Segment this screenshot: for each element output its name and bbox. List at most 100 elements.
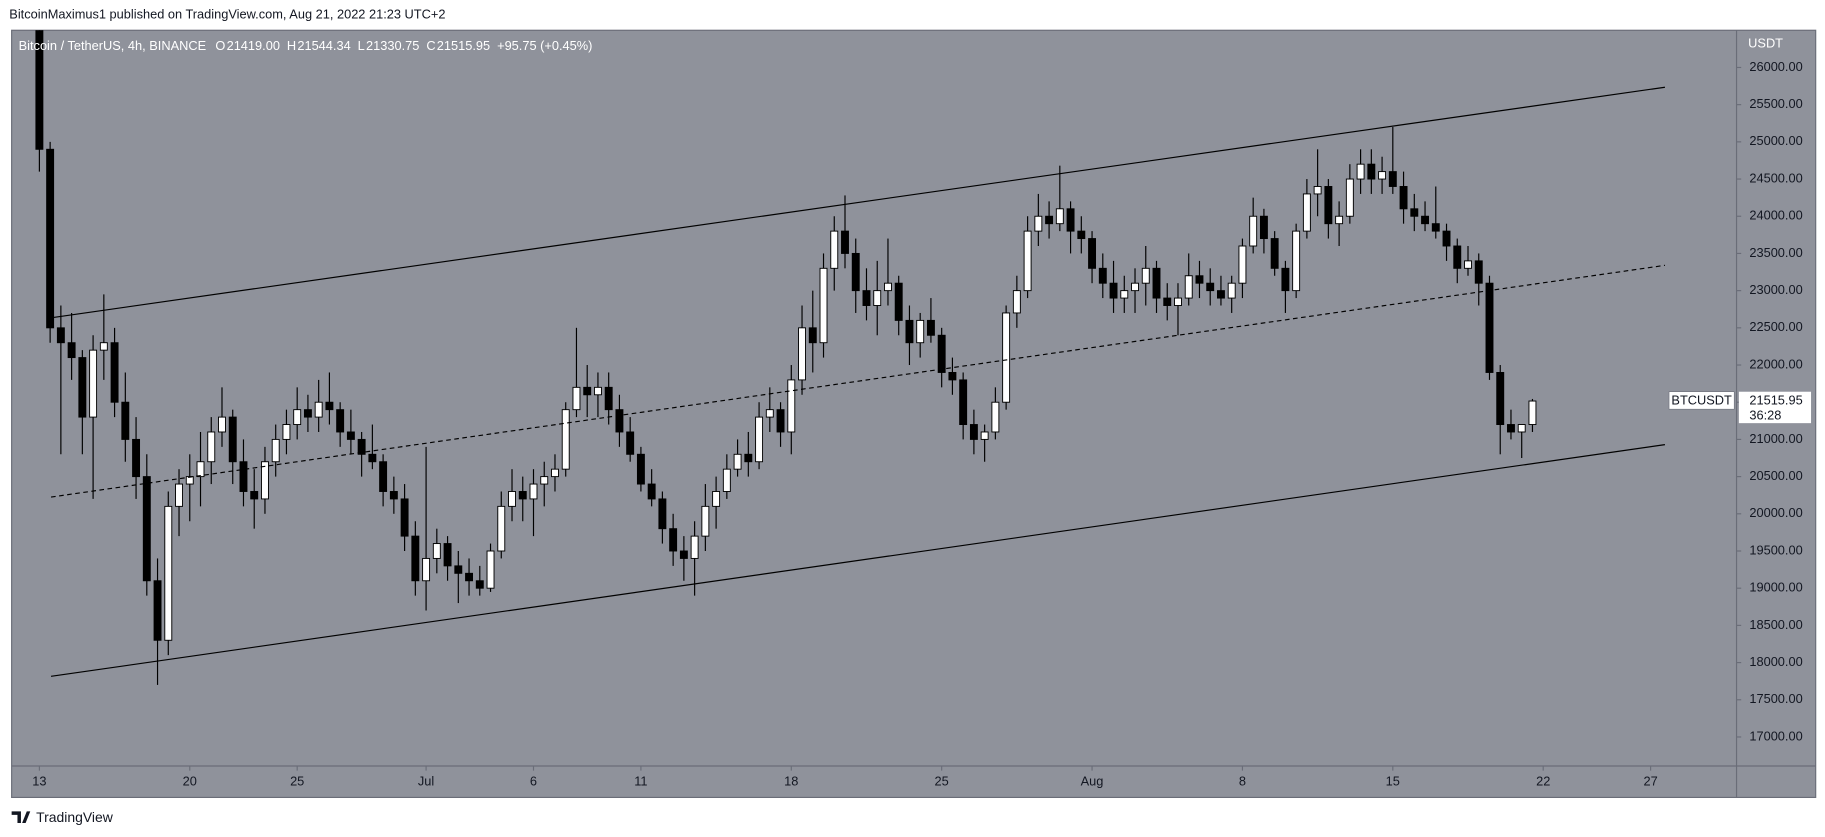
candle-body: [1088, 238, 1097, 269]
x-tick-label: 8: [1239, 774, 1246, 789]
candle-body: [46, 148, 55, 329]
candle-body: [1002, 312, 1011, 403]
candle-body: [1356, 163, 1365, 180]
candle-body: [454, 565, 463, 574]
candle-body: [1023, 230, 1032, 292]
y-tick-label: 22000.00: [1749, 356, 1802, 371]
candle-body: [121, 401, 130, 440]
candle-body: [207, 431, 216, 463]
candle-body: [701, 505, 710, 537]
x-tick-label: 27: [1643, 774, 1657, 789]
candle-body: [626, 431, 635, 455]
candle-body: [1367, 163, 1376, 180]
candle-body: [411, 535, 420, 582]
candle-body: [529, 483, 538, 500]
candle-body: [1442, 230, 1451, 247]
candle-body: [733, 453, 742, 470]
candle-body: [282, 424, 291, 440]
candle-body: [1184, 275, 1193, 299]
candle-body: [1174, 297, 1182, 306]
candle-body: [357, 438, 366, 455]
candle-body: [99, 342, 108, 351]
candle-body: [873, 290, 882, 306]
candle-body: [1120, 290, 1129, 299]
x-tick-label: 22: [1536, 774, 1550, 789]
candle-body: [593, 386, 602, 396]
y-tick-label: 19500.00: [1749, 542, 1802, 557]
candle-body: [1485, 282, 1494, 373]
candle-body: [1496, 371, 1505, 426]
y-tick-label: 23500.00: [1749, 245, 1802, 260]
x-tick-label: 6: [530, 774, 537, 789]
y-tick-label: 18500.00: [1749, 617, 1802, 632]
y-tick-label: 20500.00: [1749, 468, 1802, 483]
candle-body: [1034, 215, 1043, 232]
y-tick-label: 18000.00: [1749, 654, 1802, 669]
candle-body: [937, 334, 946, 373]
candle-body: [1292, 230, 1301, 292]
candle-body: [1152, 267, 1161, 299]
candle-body: [196, 461, 205, 478]
price-axis-unit: USDT: [1748, 36, 1783, 51]
tradingview-logo: TradingView: [11, 809, 114, 825]
x-tick-label: 18: [784, 774, 798, 789]
y-tick-label: 23000.00: [1749, 282, 1802, 297]
ohlc-value: 21330.75: [366, 38, 419, 53]
candle-body: [841, 230, 849, 254]
candle-body: [969, 424, 978, 440]
channel-line: [50, 264, 1666, 498]
candle-body: [561, 409, 570, 470]
candle-body: [432, 543, 441, 559]
ohlc-value: 21544.34: [297, 38, 350, 53]
candle-body: [991, 401, 1000, 433]
candle-body: [851, 252, 860, 292]
candle-body: [132, 438, 141, 478]
candle-body: [443, 543, 452, 567]
candle-body: [583, 386, 592, 396]
candle-body: [636, 453, 645, 485]
x-tick-label: 13: [32, 774, 46, 789]
logo-icon: [11, 811, 31, 824]
x-tick-label: Aug: [1081, 774, 1104, 789]
candle-body: [1431, 223, 1440, 232]
candle-body: [1335, 215, 1344, 225]
candle-body: [1421, 215, 1429, 225]
candle-body: [916, 319, 925, 344]
candle-body: [303, 409, 312, 418]
candle-body: [1345, 178, 1354, 217]
candle-body: [1270, 238, 1279, 269]
candle-body: [1249, 215, 1258, 247]
ohlc-key: C: [426, 38, 435, 53]
candle-body: [744, 453, 753, 463]
candle-body: [1238, 245, 1247, 284]
candle-body: [798, 327, 806, 381]
x-tick-label: 20: [183, 774, 197, 789]
candle-body: [1055, 208, 1064, 225]
candle-body: [1077, 230, 1086, 240]
candle-body: [368, 453, 377, 463]
price-badge-label: 21515.95: [1749, 392, 1802, 407]
candle-body: [1045, 215, 1054, 225]
y-tick-label: 17500.00: [1749, 691, 1802, 706]
candle-body: [905, 319, 914, 344]
candle-body: [261, 461, 269, 500]
candle-body: [776, 409, 785, 433]
y-tick-label: 21000.00: [1749, 431, 1802, 446]
candle-body: [819, 267, 828, 344]
candle-body: [1281, 267, 1290, 292]
ohlc-value: 21419.00: [227, 38, 280, 53]
candle-body: [56, 327, 65, 344]
candle-body: [475, 580, 484, 589]
candle-body: [325, 401, 334, 411]
candle-body: [1388, 171, 1397, 187]
x-tick-label: 11: [634, 774, 647, 789]
symbol-badge: [1668, 391, 1735, 410]
candle-body: [980, 431, 989, 440]
candle-body: [1378, 171, 1387, 180]
ohlc-key: H: [287, 38, 296, 53]
candle-body: [1313, 186, 1322, 195]
candle-body: [497, 505, 506, 552]
candle-body: [1528, 400, 1537, 426]
